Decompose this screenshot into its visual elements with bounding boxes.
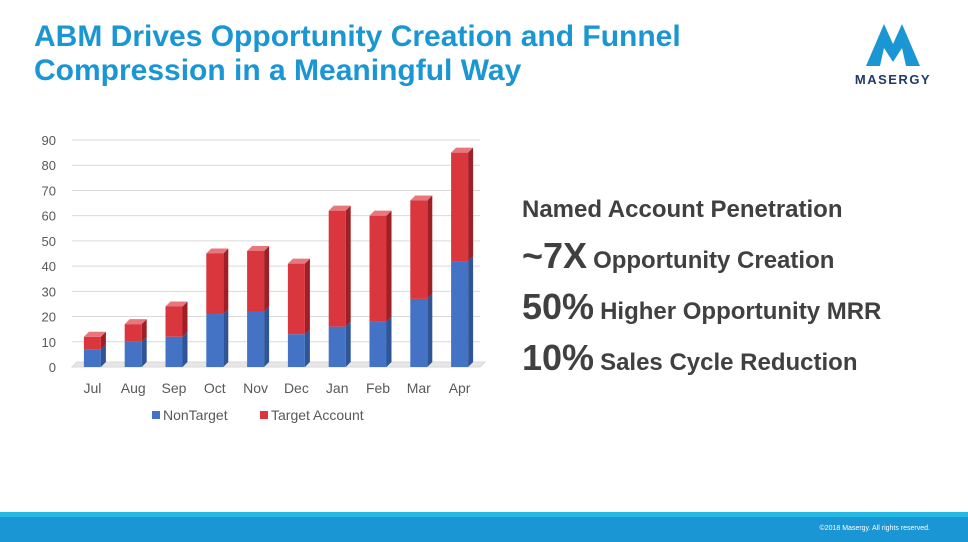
y-tick-label: 20 xyxy=(42,310,56,325)
stacked-bar-chart: 0 10 20 30 40 50 60 70 80 90 Jul Aug Sep Oct Nov Dec Jan… xyxy=(42,133,487,423)
bar-side xyxy=(264,306,270,367)
x-tick-label: Nov xyxy=(243,380,268,396)
slide-title-line-1: ABM Drives Opportunity Creation and Funn… xyxy=(34,20,681,53)
bar-side xyxy=(468,147,474,262)
bar-side xyxy=(182,301,188,337)
bar-top xyxy=(165,301,188,307)
bar-side xyxy=(182,331,188,367)
bar-target-account xyxy=(206,253,224,315)
logo-wordmark: MASERGY xyxy=(854,72,932,87)
copyright-text: ©2018 Masergy. All rights reserved. xyxy=(819,525,930,532)
legend-label: NonTarget xyxy=(163,407,228,423)
y-tick-label: 10 xyxy=(42,335,56,350)
slide-title: ABM Drives Opportunity Creation and Funn… xyxy=(34,20,794,88)
bar-target-account xyxy=(124,324,142,342)
bar-top xyxy=(287,258,310,264)
bar-side xyxy=(223,309,229,367)
bar-top xyxy=(124,319,147,325)
bar-top xyxy=(328,205,351,211)
bar-side xyxy=(264,245,270,312)
bar-nontarget xyxy=(124,341,142,367)
stat-label: Higher Opportunity MRR xyxy=(600,298,882,325)
stat-label: Opportunity Creation xyxy=(593,247,835,274)
stat-row-higher-mrr: 50% Higher Opportunity MRR xyxy=(522,281,962,332)
bar-top xyxy=(83,331,106,337)
bar-top xyxy=(206,248,229,254)
footer-stripe xyxy=(0,512,968,517)
y-tick-label: 60 xyxy=(42,209,56,224)
stat-value: 10% xyxy=(522,337,595,378)
bar-nontarget xyxy=(206,314,224,367)
bar-nontarget xyxy=(369,321,387,367)
footer-bar: ©2018 Masergy. All rights reserved. xyxy=(0,517,968,542)
x-tick-label: Feb xyxy=(366,380,390,396)
bar-side xyxy=(427,293,433,367)
x-tick-label: Jul xyxy=(83,380,101,396)
bar-nontarget xyxy=(287,334,305,367)
x-tick-label: Mar xyxy=(407,380,431,396)
x-tick-label: Oct xyxy=(204,380,226,396)
bar-side xyxy=(386,316,392,367)
stats-panel: Named Account Penetration ~7X Opportunity… xyxy=(522,190,962,383)
stat-value: 50% xyxy=(522,286,595,327)
stats-heading: Named Account Penetration xyxy=(522,196,843,223)
stat-label: Sales Cycle Reduction xyxy=(600,349,858,376)
stat-row-opportunity-creation: ~7X Opportunity Creation xyxy=(522,230,962,281)
y-tick-label: 50 xyxy=(42,234,56,249)
bar-nontarget xyxy=(83,349,101,367)
logo-mark-icon xyxy=(866,24,920,66)
y-tick-label: 90 xyxy=(42,133,56,148)
bar-top xyxy=(247,245,270,251)
bar-target-account xyxy=(451,152,469,262)
bar-nontarget xyxy=(247,311,265,367)
slide-title-line-2: Compression in a Meaningful Way xyxy=(34,54,522,87)
legend-label: Target Account xyxy=(271,407,364,423)
bar-target-account xyxy=(83,336,101,350)
x-tick-label: Dec xyxy=(284,380,309,396)
bar-side xyxy=(345,321,351,367)
bar-side xyxy=(141,319,147,342)
bar-nontarget xyxy=(165,336,183,367)
x-tick-label: Jan xyxy=(326,380,349,396)
bar-target-account xyxy=(328,210,346,327)
bar-side xyxy=(386,210,392,322)
stat-row-sales-cycle: 10% Sales Cycle Reduction xyxy=(522,332,962,383)
bar-top xyxy=(451,147,474,153)
bar-side xyxy=(100,344,106,367)
y-tick-label: 40 xyxy=(42,259,56,274)
x-tick-label: Sep xyxy=(162,380,187,396)
bar-target-account xyxy=(369,215,387,322)
y-tick-label: 0 xyxy=(49,360,56,375)
bar-target-account xyxy=(287,263,305,335)
bar-side xyxy=(100,331,106,350)
bar-target-account xyxy=(165,306,183,337)
y-tick-label: 70 xyxy=(42,183,56,198)
y-tick-label: 80 xyxy=(42,158,56,173)
masergy-logo: MASERGY xyxy=(838,18,948,90)
x-tick-label: Apr xyxy=(449,380,471,396)
legend-swatch xyxy=(152,411,160,419)
bar-side xyxy=(141,336,147,367)
bar-top xyxy=(369,210,392,216)
bar-nontarget xyxy=(410,298,428,367)
bar-side xyxy=(345,205,351,327)
bar-nontarget xyxy=(328,326,346,367)
bar-target-account xyxy=(410,200,428,299)
bar-side xyxy=(223,248,229,315)
stat-value: ~7X xyxy=(522,235,588,276)
bar-side xyxy=(427,195,433,299)
legend-swatch xyxy=(260,411,268,419)
bar-nontarget xyxy=(451,261,469,367)
x-tick-label: Aug xyxy=(121,380,146,396)
bar-side xyxy=(304,258,310,335)
bar-top xyxy=(410,195,433,201)
bar-target-account xyxy=(247,250,265,312)
bar-side xyxy=(468,256,474,367)
bar-side xyxy=(304,329,310,367)
y-tick-label: 30 xyxy=(42,284,56,299)
